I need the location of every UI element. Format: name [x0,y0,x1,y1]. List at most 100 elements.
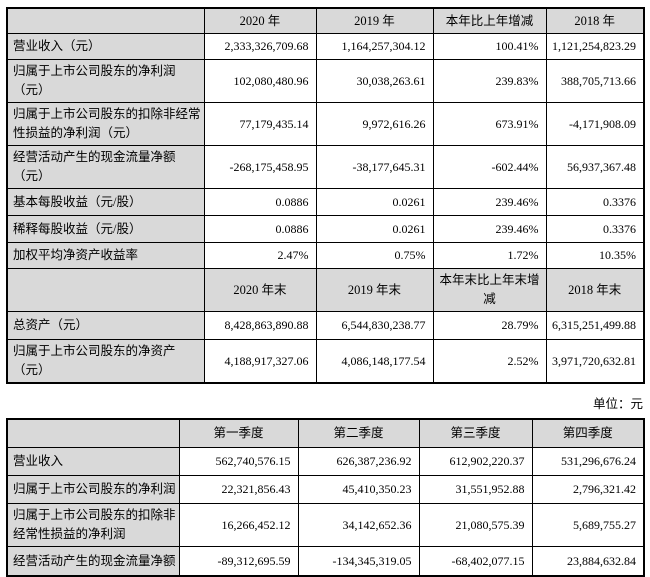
value-cell: 388,705,713.66 [545,59,645,103]
value-cell: 2,796,321.42 [531,475,645,504]
row-label: 归属于上市公司股东的净利润（元） [6,59,205,103]
table-row-q-net-profit-excl-nonrecurring: 归属于上市公司股东的扣除非经常性损益的净利润 16,266,452.12 34,… [6,503,645,547]
table-row-net-assets: 归属于上市公司股东的净资产（元） 4,188,917,327.06 4,086,… [6,339,645,384]
value-cell: 34,142,652.36 [297,503,420,547]
year-header-row: 2020 年 2019 年 本年比上年增减 2018 年 [6,7,645,34]
value-cell: 0.3376 [545,215,645,243]
col-header-yoy-change: 本年比上年增减 [432,7,547,34]
row-label: 归属于上市公司股东的净资产（元） [6,339,205,384]
row-label: 经营活动产生的现金流量净额（元） [6,145,205,189]
value-cell: -4,171,908.09 [545,102,645,146]
col-header-2018-end: 2018 年末 [545,268,645,312]
value-cell: 1.72% [432,242,547,269]
value-cell: -134,345,319.05 [297,546,420,577]
value-cell: 6,315,251,499.88 [545,311,645,340]
value-cell: 8,428,863,890.88 [203,311,317,340]
value-cell: 0.0886 [203,188,317,216]
col-header-2018: 2018 年 [545,7,645,34]
value-cell: 31,551,952.88 [418,475,533,504]
value-cell: 22,321,856.43 [178,475,299,504]
row-label: 稀释每股收益（元/股） [6,215,205,243]
value-cell: -89,312,695.59 [178,546,299,577]
col-header-q3: 第三季度 [418,418,533,448]
yearend-header-row: 2020 年末 2019 年末 本年末比上年末增减 2018 年末 [6,268,645,312]
value-cell: 21,080,575.39 [418,503,533,547]
value-cell: 3,971,720,632.81 [545,339,645,384]
row-label: 加权平均净资产收益率 [6,242,205,269]
corner-cell [6,7,205,34]
quarter-header-row: 第一季度 第二季度 第三季度 第四季度 [6,418,645,448]
value-cell: 1,121,254,823.29 [545,33,645,60]
col-header-2019-end: 2019 年末 [315,268,434,312]
row-label: 归属于上市公司股东的扣除非经常性损益的净利润（元） [6,102,205,146]
value-cell: -602.44% [432,145,547,189]
value-cell: 673.91% [432,102,547,146]
value-cell: -268,175,458.95 [203,145,317,189]
value-cell: 16,266,452.12 [178,503,299,547]
value-cell: -38,177,645.31 [315,145,434,189]
value-cell: 626,387,236.92 [297,447,420,476]
table-row-basic-eps: 基本每股收益（元/股） 0.0886 0.0261 239.46% 0.3376 [6,188,645,216]
value-cell: 10.35% [545,242,645,269]
row-label: 总资产（元） [6,311,205,340]
value-cell: 56,937,367.48 [545,145,645,189]
value-cell: 23,884,632.84 [531,546,645,577]
row-label: 归属于上市公司股东的净利润 [6,475,180,504]
table-row-diluted-eps: 稀释每股收益（元/股） 0.0886 0.0261 239.46% 0.3376 [6,215,645,243]
value-cell: 45,410,350.23 [297,475,420,504]
row-label: 营业收入 [6,447,180,476]
table-row-revenue: 营业收入（元） 2,333,326,709.68 1,164,257,304.1… [6,33,645,60]
table-row-net-profit-excl-nonrecurring: 归属于上市公司股东的扣除非经常性损益的净利润（元） 77,179,435.14 … [6,102,645,146]
value-cell: 562,740,576.15 [178,447,299,476]
value-cell: 5,689,755.27 [531,503,645,547]
table-row-q-net-profit: 归属于上市公司股东的净利润 22,321,856.43 45,410,350.2… [6,475,645,504]
value-cell: 0.0261 [315,215,434,243]
value-cell: 239.83% [432,59,547,103]
col-header-2019: 2019 年 [315,7,434,34]
col-header-2020: 2020 年 [203,7,317,34]
col-header-2020-end: 2020 年末 [203,268,317,312]
value-cell: 0.3376 [545,188,645,216]
col-header-yearend-change: 本年末比上年末增减 [432,268,547,312]
value-cell: 2.47% [203,242,317,269]
value-cell: 2,333,326,709.68 [203,33,317,60]
value-cell: 531,296,676.24 [531,447,645,476]
quarterly-financials-table: 第一季度 第二季度 第三季度 第四季度 营业收入 562,740,576.15 … [6,418,645,577]
unit-note: 单位：元 [592,397,643,411]
table-row-q-revenue: 营业收入 562,740,576.15 626,387,236.92 612,9… [6,447,645,476]
table-row-net-profit: 归属于上市公司股东的净利润（元） 102,080,480.96 30,038,2… [6,59,645,103]
value-cell: 0.0261 [315,188,434,216]
table-row-operating-cash-flow: 经营活动产生的现金流量净额（元） -268,175,458.95 -38,177… [6,145,645,189]
corner-cell [6,268,205,312]
value-cell: 239.46% [432,188,547,216]
col-header-q1: 第一季度 [178,418,299,448]
table-row-q-operating-cash-flow: 经营活动产生的现金流量净额 -89,312,695.59 -134,345,31… [6,546,645,577]
col-header-q2: 第二季度 [297,418,420,448]
value-cell: 6,544,830,238.77 [315,311,434,340]
table-row-weighted-roe: 加权平均净资产收益率 2.47% 0.75% 1.72% 10.35% [6,242,645,269]
corner-cell [6,418,180,448]
value-cell: 239.46% [432,215,547,243]
row-label: 营业收入（元） [6,33,205,60]
value-cell: 4,188,917,327.06 [203,339,317,384]
value-cell: 612,902,220.37 [418,447,533,476]
key-financials-table: 2020 年 2019 年 本年比上年增减 2018 年 营业收入（元） 2,3… [6,7,645,384]
value-cell: 2.52% [432,339,547,384]
value-cell: 9,972,616.26 [315,102,434,146]
value-cell: 4,086,148,177.54 [315,339,434,384]
row-label: 基本每股收益（元/股） [6,188,205,216]
row-label: 经营活动产生的现金流量净额 [6,546,180,577]
table-row-total-assets: 总资产（元） 8,428,863,890.88 6,544,830,238.77… [6,311,645,340]
value-cell: 77,179,435.14 [203,102,317,146]
value-cell: 100.41% [432,33,547,60]
row-label: 归属于上市公司股东的扣除非经常性损益的净利润 [6,503,180,547]
value-cell: -68,402,077.15 [418,546,533,577]
value-cell: 0.75% [315,242,434,269]
value-cell: 1,164,257,304.12 [315,33,434,60]
value-cell: 28.79% [432,311,547,340]
value-cell: 30,038,263.61 [315,59,434,103]
value-cell: 102,080,480.96 [203,59,317,103]
value-cell: 0.0886 [203,215,317,243]
col-header-q4: 第四季度 [531,418,645,448]
